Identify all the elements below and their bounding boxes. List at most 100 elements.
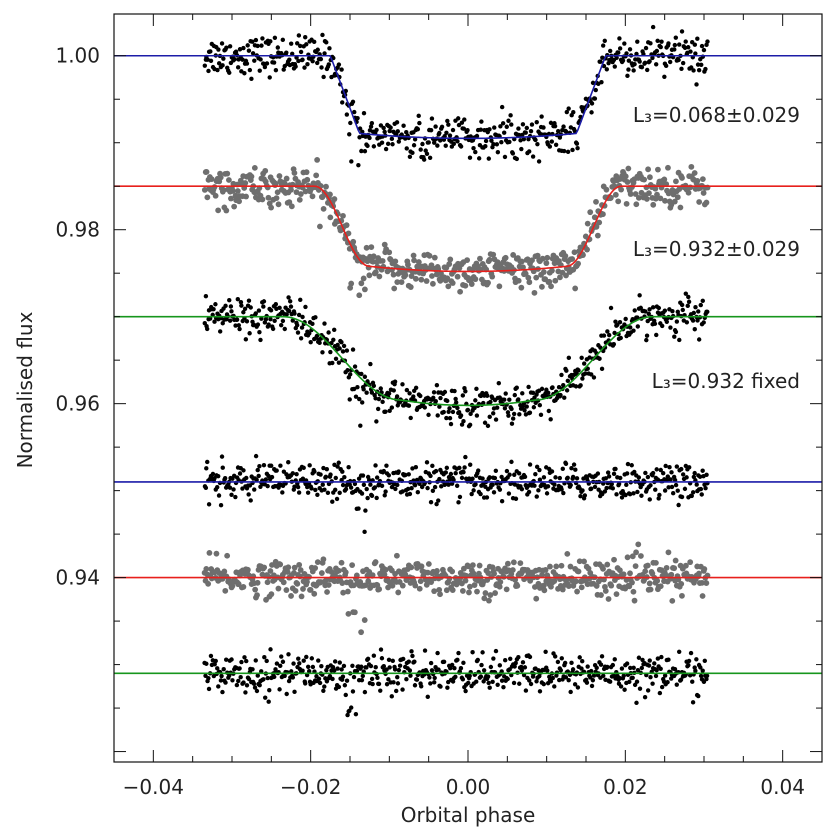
data-point — [705, 309, 710, 314]
data-point — [699, 579, 705, 586]
data-point — [656, 305, 662, 311]
data-point — [411, 257, 417, 264]
data-point — [234, 682, 240, 688]
data-point — [352, 481, 358, 487]
data-point — [498, 124, 503, 129]
data-point — [555, 659, 561, 665]
data-point — [295, 323, 300, 328]
data-point — [240, 584, 247, 590]
data-point — [301, 465, 306, 471]
data-point — [335, 567, 342, 574]
data-point — [704, 676, 709, 682]
data-point — [686, 45, 691, 50]
data-point — [424, 460, 430, 465]
data-point — [385, 141, 391, 146]
data-point — [653, 673, 659, 679]
data-point — [219, 41, 225, 46]
data-point — [490, 679, 495, 684]
data-point — [485, 393, 490, 398]
data-point — [203, 293, 209, 299]
data-point — [412, 659, 417, 664]
data-point — [639, 493, 644, 498]
data-point — [312, 39, 317, 45]
data-point — [322, 321, 327, 326]
data-point — [438, 395, 443, 401]
data-point — [361, 286, 368, 293]
data-point — [275, 45, 280, 50]
data-point — [264, 61, 270, 66]
data-point — [371, 653, 377, 658]
data-point — [329, 340, 334, 346]
data-point — [354, 668, 360, 674]
data-point — [486, 680, 491, 686]
data-point — [204, 326, 210, 332]
data-point — [227, 318, 233, 323]
data-point — [326, 62, 331, 67]
data-point — [485, 423, 491, 429]
data-point — [359, 677, 365, 683]
data-point — [344, 678, 350, 683]
data-point — [204, 661, 209, 666]
data-point — [330, 499, 335, 504]
data-point — [401, 123, 406, 128]
data-point — [461, 126, 467, 131]
data-point — [485, 674, 491, 679]
data-point — [320, 556, 327, 563]
data-point — [687, 465, 692, 470]
data-point — [328, 472, 333, 477]
data-point — [527, 410, 533, 415]
data-point — [336, 360, 342, 365]
data-point — [565, 378, 571, 384]
data-point — [628, 665, 633, 671]
data-point — [433, 124, 438, 129]
data-point — [523, 688, 529, 693]
data-point — [537, 673, 542, 679]
data-point — [701, 566, 708, 572]
data-point — [318, 56, 324, 62]
data-point — [654, 577, 661, 584]
data-point — [680, 307, 685, 313]
data-point — [400, 489, 405, 494]
data-point — [336, 460, 341, 465]
data-point — [235, 296, 241, 302]
data-point — [444, 275, 451, 282]
data-point — [558, 392, 563, 398]
data-point — [517, 560, 524, 567]
data-point — [309, 486, 314, 491]
data-point — [694, 657, 699, 662]
data-point — [694, 177, 701, 184]
data-point — [495, 149, 501, 155]
data-point — [521, 136, 527, 142]
data-point — [441, 659, 447, 665]
data-point — [690, 318, 696, 323]
data-point — [349, 159, 354, 164]
data-point — [359, 148, 364, 154]
data-point — [650, 55, 655, 61]
data-point — [379, 140, 385, 145]
data-point — [263, 477, 269, 482]
data-point — [208, 176, 215, 183]
data-point — [698, 486, 704, 492]
data-point — [282, 326, 287, 332]
data-point — [690, 700, 696, 705]
data-point — [244, 683, 250, 688]
data-point — [575, 568, 582, 575]
data-point — [658, 467, 663, 473]
data-point — [254, 592, 260, 598]
data-point — [513, 660, 518, 666]
data-point — [390, 271, 397, 278]
data-point — [345, 610, 352, 617]
data-point — [430, 463, 435, 469]
data-point — [552, 277, 559, 284]
data-point — [695, 318, 700, 323]
data-point — [448, 666, 453, 671]
data-point — [208, 49, 213, 54]
data-point — [203, 565, 210, 572]
data-point — [601, 333, 607, 338]
data-point — [205, 57, 210, 62]
data-point — [565, 583, 572, 589]
data-point — [692, 327, 697, 332]
data-point — [376, 681, 382, 687]
data-point — [216, 47, 221, 52]
data-point — [643, 470, 648, 476]
